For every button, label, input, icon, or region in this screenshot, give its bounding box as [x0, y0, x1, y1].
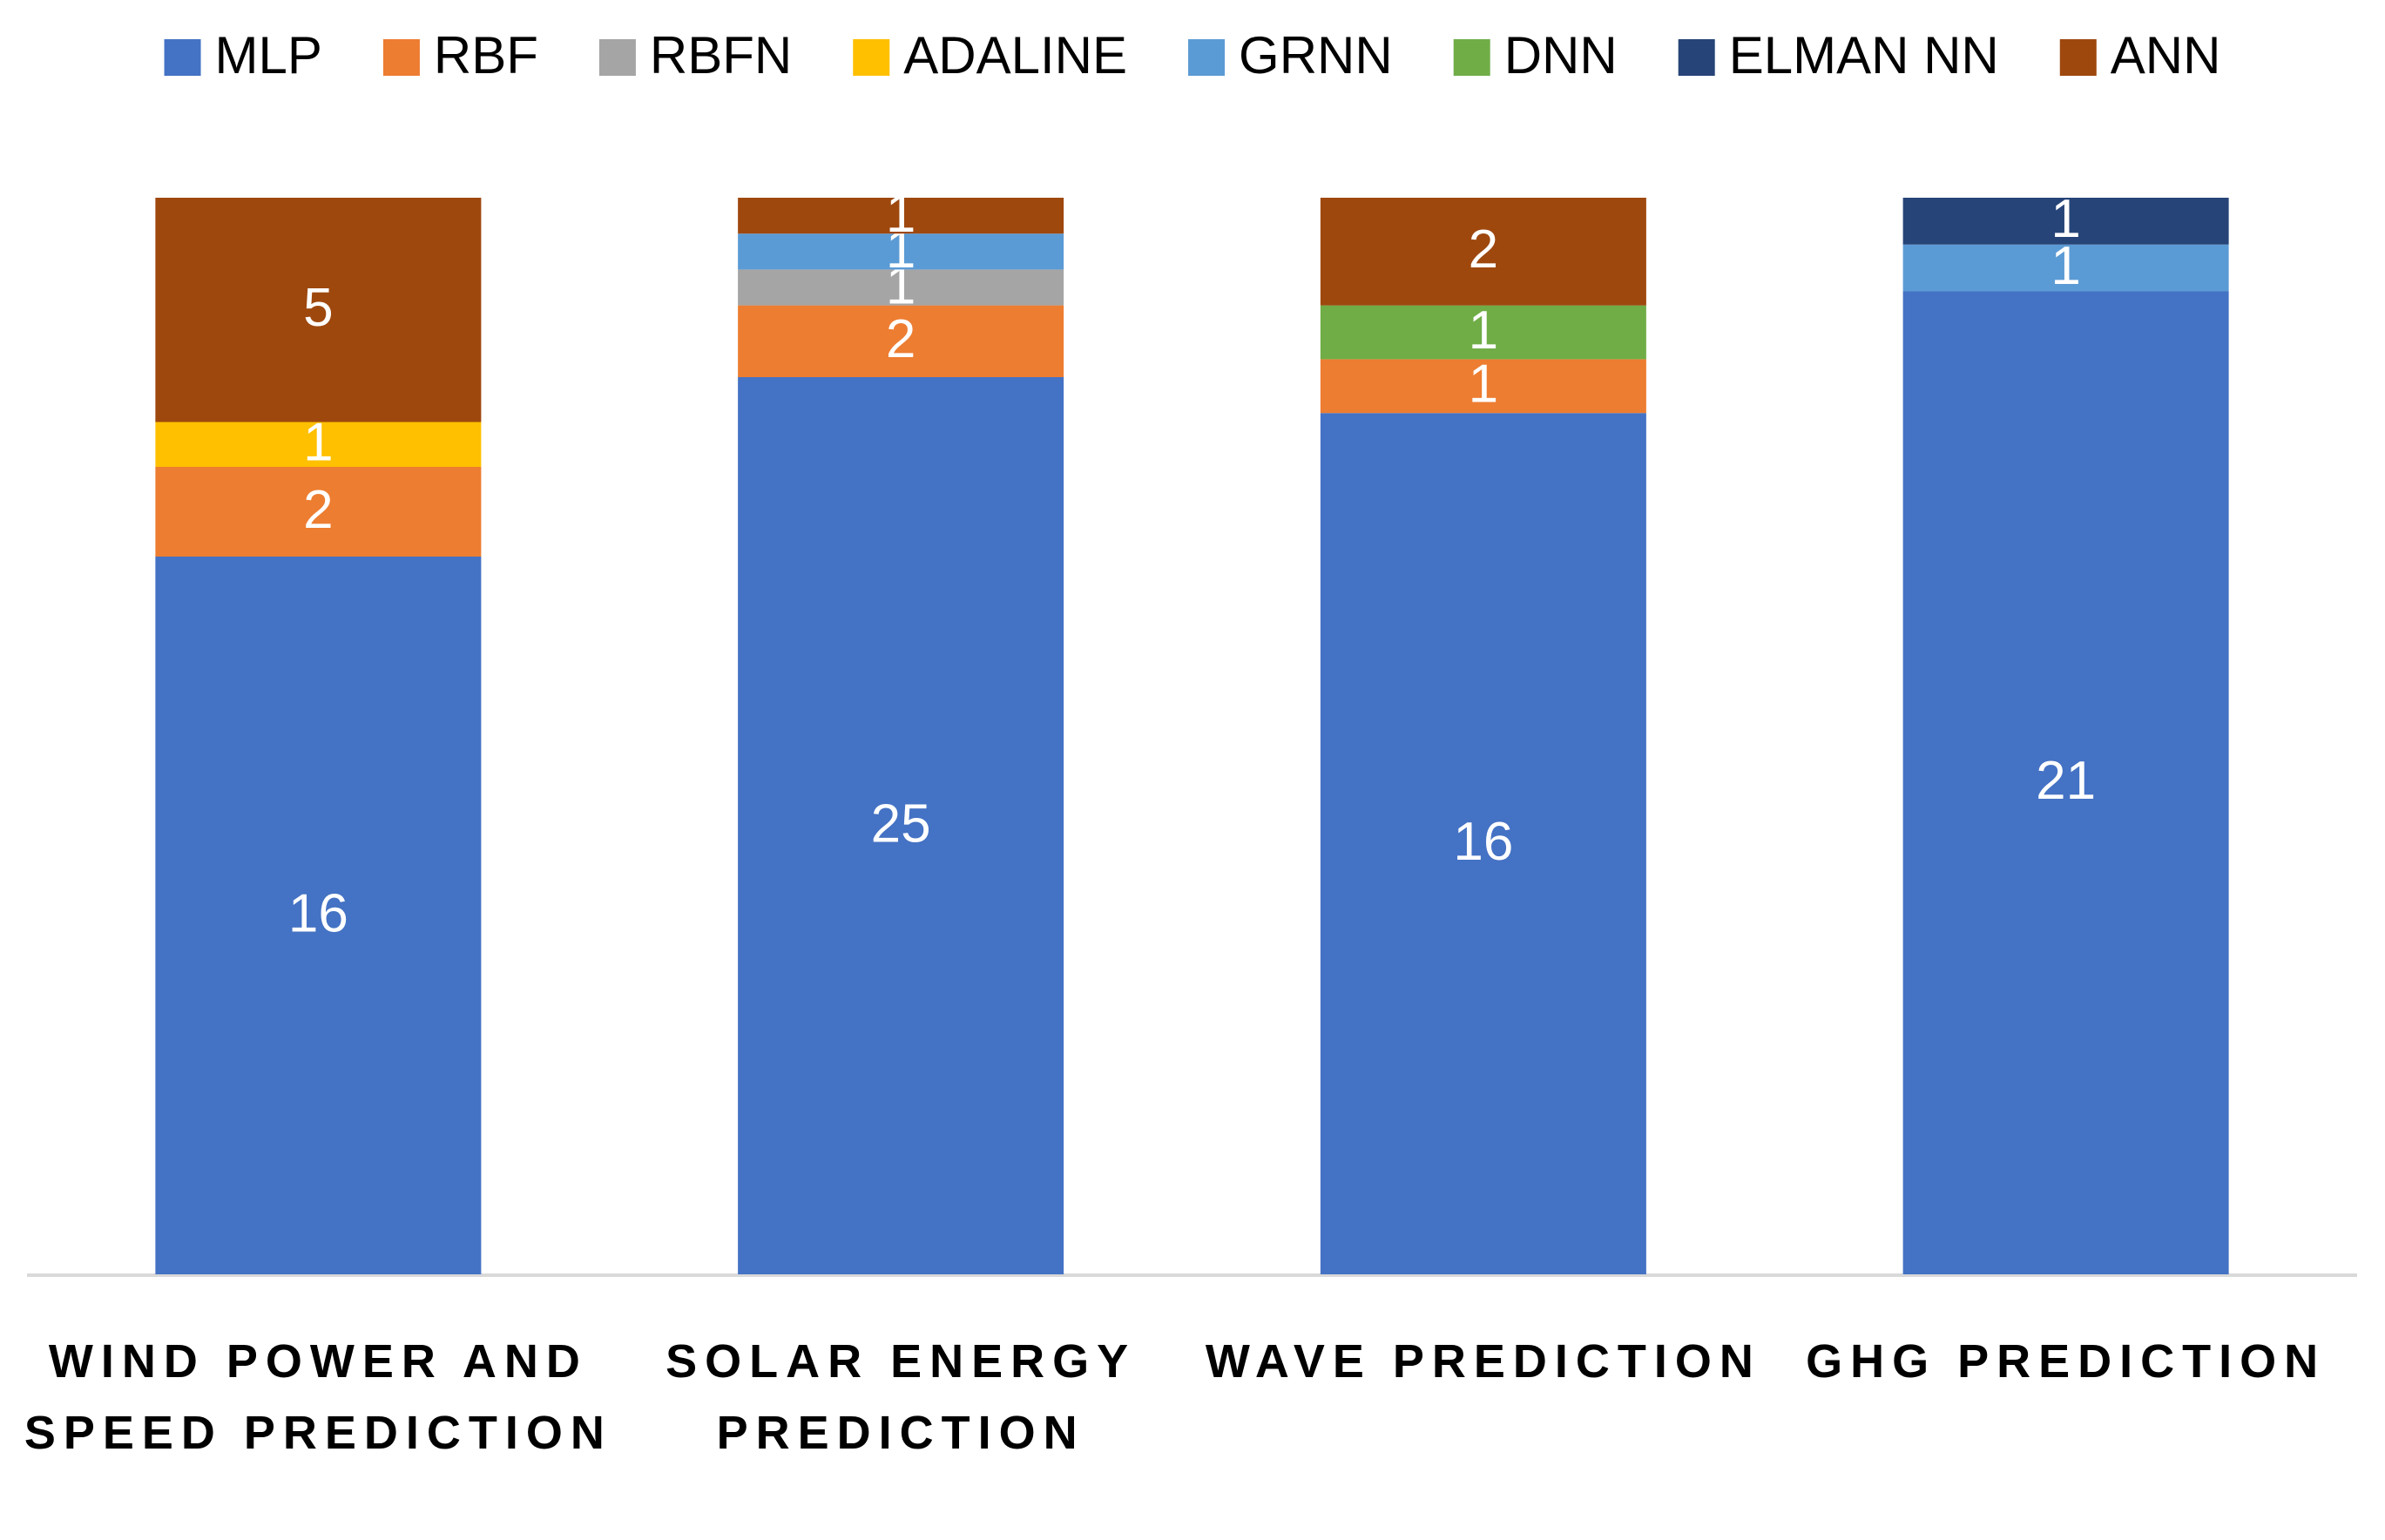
legend-label: RBFN: [650, 26, 792, 84]
bar-segment: [1320, 198, 1646, 306]
bar-segment: [1902, 198, 2229, 245]
data-label: 5: [303, 278, 333, 338]
legend-label: DNN: [1504, 26, 1618, 84]
bar-segment: [1902, 244, 2229, 292]
data-label: 2: [303, 480, 333, 540]
data-label: 21: [2036, 751, 2096, 811]
legend: MLP RBF RBFN ADALINE GRNN DNN ELMAN NN ANN: [164, 26, 2221, 84]
bar-segment: [1320, 413, 1646, 1274]
data-label: 2: [1469, 220, 1498, 280]
legend-label: MLP: [215, 26, 322, 84]
bar-segment: [738, 377, 1064, 1274]
data-label: 1: [2051, 236, 2080, 296]
bar-segment: [1320, 359, 1646, 414]
bar-segment: [155, 557, 482, 1274]
bar-segment: [155, 467, 482, 557]
x-tick-label: WAVE PREDICTION: [1205, 1335, 1761, 1388]
legend-swatch: [2059, 39, 2097, 76]
legend-label: ELMAN NN: [1729, 26, 1999, 84]
bar-segment: [1320, 305, 1646, 360]
legend-label: ADALINE: [903, 26, 1127, 84]
data-label: 1: [886, 184, 915, 244]
data-label: 25: [871, 794, 931, 854]
legend-swatch: [598, 39, 636, 76]
bar-segment: [1902, 291, 2229, 1274]
data-label: 1: [303, 413, 333, 473]
legend-swatch: [1453, 39, 1490, 76]
legend-label: RBF: [434, 26, 538, 84]
legend-swatch: [1188, 39, 1226, 76]
legend-label: GRNN: [1239, 26, 1393, 84]
bar-segment: [738, 305, 1064, 377]
x-tick-label: SOLAR ENERGY PREDICTION: [666, 1335, 1137, 1459]
bar-segment: [155, 422, 482, 467]
data-label: 1: [1469, 301, 1498, 361]
bar-segment: [738, 233, 1064, 270]
bar-segment: [738, 269, 1064, 306]
legend-swatch: [1678, 39, 1715, 76]
data-label: 2: [886, 309, 915, 369]
bar-segment: [155, 198, 482, 422]
legend-swatch: [164, 39, 201, 76]
x-tick-label: GHG PREDICTION: [1806, 1335, 2327, 1388]
data-label: 16: [1453, 812, 1513, 872]
data-label: 16: [288, 883, 348, 943]
data-label: 1: [1469, 355, 1498, 415]
x-tick-label: WIND POWER AND SPEED PREDICTION: [24, 1335, 612, 1459]
legend-swatch: [382, 39, 420, 76]
legend-swatch: [853, 39, 890, 76]
data-label: 1: [2051, 189, 2080, 249]
bar-segment: [738, 198, 1064, 234]
legend-label: ANN: [2111, 26, 2221, 84]
